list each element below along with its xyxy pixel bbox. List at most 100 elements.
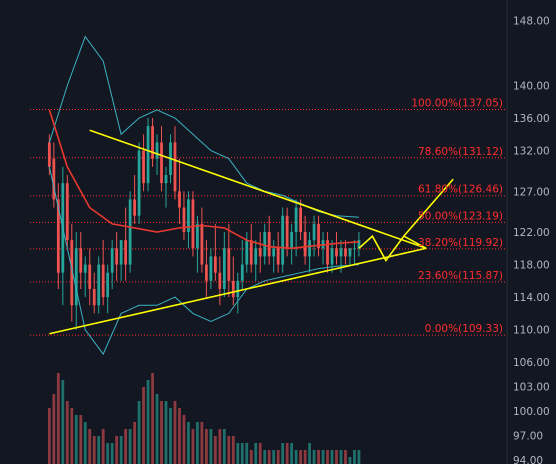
- candle-body: [254, 248, 258, 265]
- candle-body: [187, 199, 190, 232]
- fib-level-label: 61.80%(126.46): [418, 184, 503, 196]
- candle-body: [74, 248, 78, 306]
- y-tick-label: 127.00: [513, 186, 550, 198]
- volume-bar: [101, 429, 105, 464]
- volume-bar: [281, 443, 285, 464]
- volume-bar: [245, 443, 249, 464]
- candle-body: [249, 240, 253, 265]
- candle-body: [281, 215, 285, 265]
- candle-body: [258, 248, 262, 257]
- candle-body: [173, 142, 177, 192]
- candle-body: [160, 142, 163, 184]
- volume-bar: [240, 443, 244, 464]
- candle-body: [245, 240, 249, 265]
- volume-bar: [187, 422, 190, 464]
- volume-bar: [65, 401, 69, 464]
- volume-bar: [348, 457, 352, 464]
- volume-bar: [312, 450, 316, 464]
- candle-body: [196, 223, 199, 249]
- candle-body: [164, 175, 168, 184]
- candle-body: [65, 183, 69, 241]
- candle-body: [47, 142, 51, 167]
- candle-body: [128, 199, 132, 265]
- volume-bars: [47, 373, 361, 464]
- volume-bar: [110, 443, 114, 464]
- y-tick-label: 114.00: [513, 292, 550, 304]
- volume-bar: [330, 450, 334, 464]
- volume-bar: [133, 422, 136, 464]
- candle-body: [344, 248, 347, 257]
- candle-body: [308, 240, 311, 257]
- candle-body: [312, 223, 316, 241]
- volume-bar: [317, 450, 320, 464]
- candle-body: [88, 264, 92, 289]
- volume-bar: [267, 450, 271, 464]
- candle-body: [133, 199, 136, 216]
- candle-body: [294, 207, 298, 232]
- candle-body: [191, 199, 195, 249]
- trend-drawings: [49, 129, 454, 335]
- volume-bar: [339, 450, 343, 464]
- moving-average: [48, 109, 359, 250]
- candle-body: [335, 248, 338, 257]
- volume-bar: [106, 443, 110, 464]
- volume-bar: [353, 450, 356, 464]
- y-tick-label: 97.00: [513, 431, 543, 443]
- fibonacci-labels: 100.00%(137.05) 78.60%(131.12) 61.80%(126.…: [411, 97, 503, 335]
- candle-body: [151, 126, 154, 159]
- candle-body: [285, 215, 289, 249]
- candle-body: [70, 240, 74, 306]
- y-tick-label: 94.00: [513, 455, 543, 464]
- y-tick-label: 136.00: [513, 113, 550, 125]
- y-tick-label: 148.00: [513, 15, 550, 27]
- volume-bar: [258, 443, 262, 464]
- volume-bar: [285, 443, 289, 464]
- candle-body: [146, 126, 150, 184]
- y-tick-label: 103.00: [513, 382, 550, 394]
- volume-bar: [290, 443, 294, 464]
- candle-body: [182, 207, 186, 232]
- candle-body: [52, 158, 56, 200]
- trendline: [49, 247, 427, 335]
- volume-bar: [294, 450, 298, 464]
- volume-bar: [218, 429, 222, 464]
- volume-bar: [231, 436, 235, 464]
- volume-bar: [88, 429, 92, 464]
- fib-level-label: 0.00%(109.33): [425, 323, 503, 335]
- volume-bar: [79, 415, 83, 464]
- volume-bar: [335, 450, 338, 464]
- volume-bar: [326, 450, 329, 464]
- candle-body: [231, 280, 235, 298]
- candle-body: [56, 199, 60, 273]
- breakout-line: [403, 178, 454, 237]
- candle-body: [204, 264, 208, 281]
- volume-bar: [204, 429, 208, 464]
- candle-body: [178, 191, 181, 208]
- volume-bar: [254, 443, 258, 464]
- candle-body: [330, 248, 334, 265]
- y-tick-label: 140.00: [513, 80, 550, 92]
- candle-body: [106, 272, 110, 298]
- y-tick-label: 106.00: [513, 357, 550, 369]
- volume-bar: [357, 450, 361, 464]
- fib-level-label: 50.00%(123.19): [418, 210, 503, 222]
- volume-bar: [142, 387, 145, 464]
- volume-bar: [97, 436, 101, 464]
- volume-bar: [344, 450, 347, 464]
- volume-bar: [299, 450, 303, 464]
- volume-bar: [213, 436, 217, 464]
- candle-body: [115, 248, 119, 265]
- candle-body: [303, 232, 307, 257]
- y-tick-label: 122.00: [513, 227, 550, 239]
- volume-bar: [196, 422, 199, 464]
- volume-bar: [119, 436, 123, 464]
- volume-bar: [321, 450, 325, 464]
- fib-level-label: 38.20%(119.92): [418, 237, 503, 249]
- trendline: [89, 129, 427, 250]
- volume-bar: [191, 429, 195, 464]
- candle-body: [110, 248, 114, 273]
- volume-bar: [56, 373, 60, 464]
- volume-bar: [61, 380, 65, 464]
- price-axis: 148.00 140.00 136.00 132.00 127.00 122.00 118.…: [513, 15, 550, 464]
